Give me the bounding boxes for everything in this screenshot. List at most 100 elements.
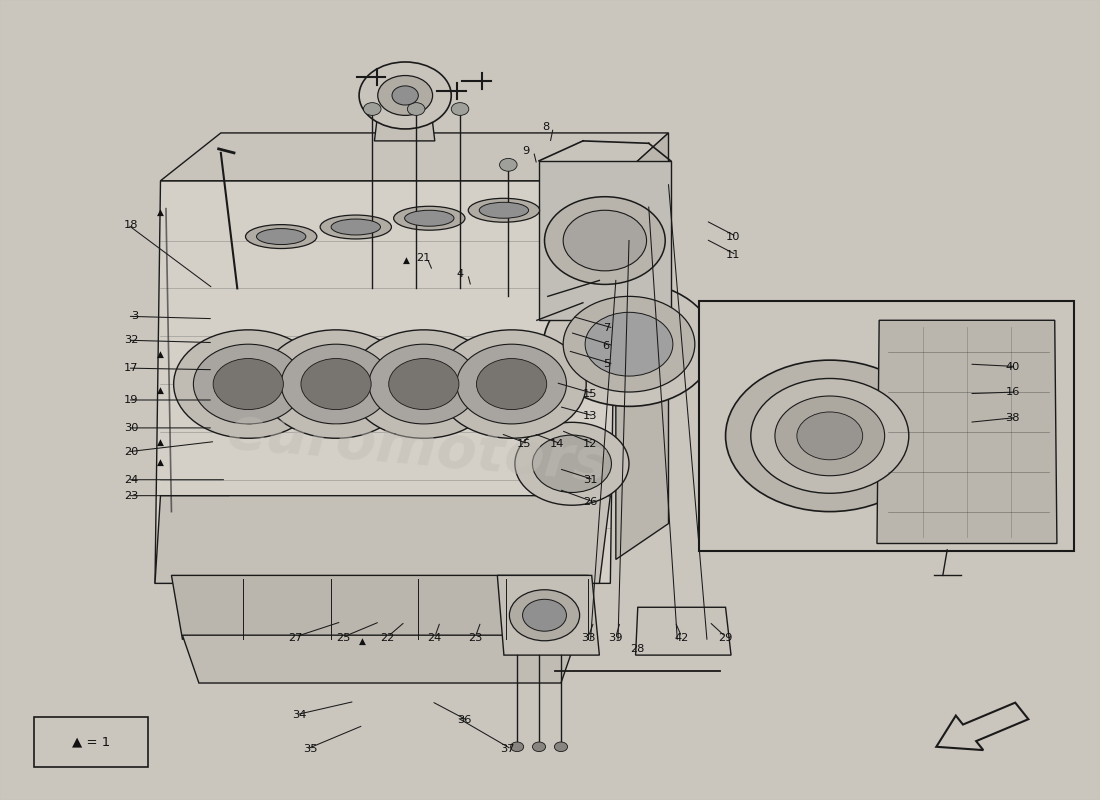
Text: ▲ = 1: ▲ = 1 (73, 735, 110, 749)
Circle shape (522, 599, 566, 631)
Circle shape (194, 344, 304, 424)
Text: 12: 12 (583, 439, 597, 449)
Text: 9: 9 (522, 146, 530, 156)
Text: 19: 19 (124, 395, 139, 405)
Text: 29: 29 (718, 633, 733, 643)
Text: 42: 42 (674, 633, 689, 643)
Text: 26: 26 (583, 497, 597, 507)
Text: 34: 34 (292, 710, 307, 720)
Ellipse shape (245, 225, 317, 249)
Text: 38: 38 (1005, 413, 1020, 422)
Circle shape (499, 158, 517, 171)
Text: ▲: ▲ (403, 256, 409, 265)
Text: ▲: ▲ (157, 458, 164, 466)
Polygon shape (183, 635, 578, 683)
Circle shape (407, 102, 425, 115)
Polygon shape (155, 181, 616, 583)
Circle shape (451, 102, 469, 115)
Text: 18: 18 (124, 220, 139, 230)
Circle shape (213, 358, 284, 410)
Text: 17: 17 (124, 363, 139, 373)
Ellipse shape (331, 219, 381, 235)
Circle shape (554, 742, 568, 751)
Text: ▲: ▲ (157, 386, 164, 395)
Text: 35: 35 (302, 744, 318, 754)
Text: 33: 33 (581, 633, 596, 643)
Circle shape (532, 435, 612, 493)
Text: 10: 10 (726, 231, 740, 242)
Circle shape (563, 210, 647, 271)
Polygon shape (497, 575, 600, 655)
Text: 15: 15 (517, 439, 531, 449)
Text: 30: 30 (124, 423, 139, 433)
Text: 39: 39 (608, 633, 623, 643)
Text: 4: 4 (456, 269, 464, 279)
Text: ▲: ▲ (359, 637, 365, 646)
Circle shape (262, 330, 410, 438)
Circle shape (476, 358, 547, 410)
Text: 40: 40 (1005, 362, 1020, 371)
Polygon shape (172, 575, 588, 639)
Polygon shape (374, 95, 434, 141)
Text: 15: 15 (583, 389, 597, 398)
Text: 36: 36 (456, 715, 471, 726)
Text: euromotors: euromotors (226, 402, 612, 493)
Circle shape (368, 344, 478, 424)
Text: 13: 13 (583, 411, 597, 421)
Text: 23: 23 (469, 633, 483, 643)
Polygon shape (936, 702, 1028, 750)
Text: 37: 37 (500, 744, 515, 754)
Text: 31: 31 (583, 474, 597, 485)
Text: 23: 23 (124, 490, 139, 501)
Circle shape (796, 412, 862, 460)
Text: 24: 24 (428, 633, 442, 643)
Circle shape (515, 422, 629, 506)
Circle shape (751, 378, 909, 494)
Circle shape (363, 102, 381, 115)
Circle shape (532, 742, 546, 751)
Circle shape (301, 358, 371, 410)
Text: 11: 11 (726, 250, 740, 260)
Ellipse shape (405, 210, 454, 226)
Text: ▲: ▲ (157, 208, 164, 217)
Circle shape (774, 396, 884, 476)
Polygon shape (616, 133, 669, 559)
Ellipse shape (320, 215, 392, 239)
Ellipse shape (394, 206, 465, 230)
Text: 5: 5 (603, 359, 609, 369)
Circle shape (585, 312, 673, 376)
FancyBboxPatch shape (34, 718, 148, 766)
Text: ▲: ▲ (157, 350, 164, 359)
Text: 16: 16 (1005, 387, 1020, 397)
Circle shape (543, 282, 715, 406)
Circle shape (359, 62, 451, 129)
Circle shape (392, 86, 418, 105)
Text: 25: 25 (337, 633, 351, 643)
Circle shape (509, 590, 580, 641)
Text: 7: 7 (603, 323, 609, 334)
Ellipse shape (256, 229, 306, 245)
Text: 3: 3 (131, 311, 139, 322)
Polygon shape (155, 496, 610, 583)
Circle shape (282, 344, 390, 424)
Polygon shape (877, 320, 1057, 543)
Text: 6: 6 (603, 341, 609, 350)
Polygon shape (539, 161, 671, 320)
Text: 20: 20 (124, 447, 139, 457)
Text: 22: 22 (381, 633, 395, 643)
Ellipse shape (480, 202, 529, 218)
Circle shape (349, 330, 498, 438)
Text: 28: 28 (630, 643, 645, 654)
Circle shape (456, 344, 566, 424)
Circle shape (174, 330, 323, 438)
Text: 24: 24 (124, 474, 139, 485)
Polygon shape (636, 607, 732, 655)
Text: 21: 21 (416, 253, 430, 263)
Circle shape (563, 296, 695, 392)
Circle shape (388, 358, 459, 410)
Circle shape (726, 360, 934, 512)
FancyBboxPatch shape (700, 301, 1075, 551)
Circle shape (544, 197, 666, 285)
Text: 14: 14 (550, 439, 564, 449)
Ellipse shape (469, 198, 540, 222)
